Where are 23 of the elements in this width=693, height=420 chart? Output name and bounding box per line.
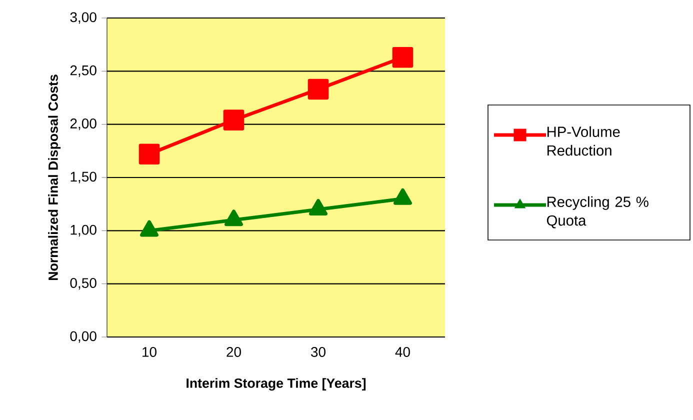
point	[308, 78, 329, 100]
x-tick-label: 30	[310, 347, 326, 357]
point	[392, 46, 414, 68]
legend-label: Recycling 25 % Quota	[546, 196, 648, 228]
point	[394, 188, 412, 205]
y-tick-label: 2,50	[70, 65, 96, 77]
x-tick-label: 10	[142, 347, 156, 357]
point	[140, 220, 158, 237]
x-tick-label: 20	[226, 347, 241, 357]
y-tick-label: 1,50	[70, 172, 96, 184]
y-tick-label: 2,00	[70, 118, 96, 130]
y-tick-label: 0,50	[70, 278, 96, 290]
x-axis-title: Interim Storage Time [Years]	[186, 378, 366, 391]
legend-label: HP-Volume Reduction	[547, 126, 620, 156]
y-tick-label: 1,00	[70, 224, 96, 236]
point	[224, 210, 243, 226]
y-tick-label: 3,00	[70, 12, 96, 24]
y-tick-label: 0,00	[70, 331, 96, 343]
x-tick-label: 40	[395, 347, 410, 357]
point	[309, 198, 328, 216]
point	[138, 144, 160, 164]
y-axis-title: Normalized Final Disposal Costs	[48, 74, 61, 280]
point	[223, 110, 244, 130]
